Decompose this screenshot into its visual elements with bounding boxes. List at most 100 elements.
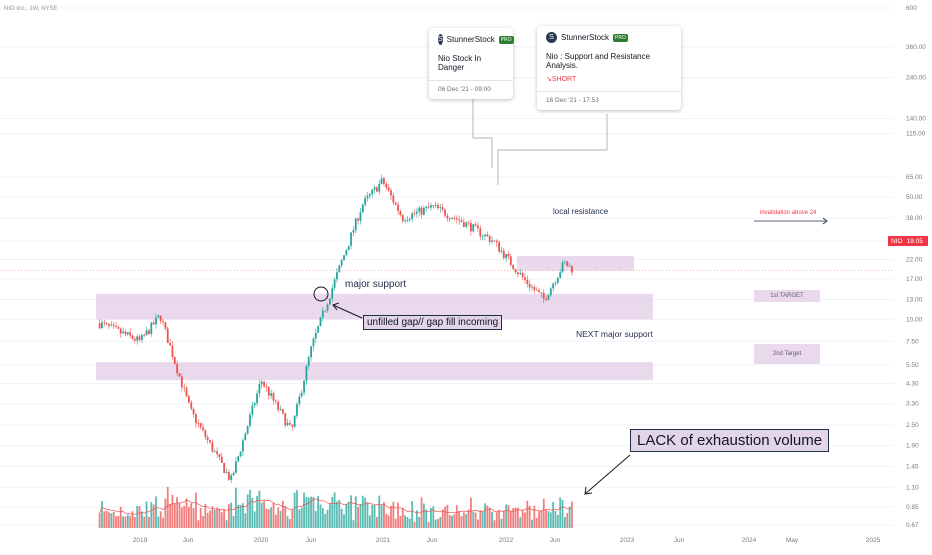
- idea-card-1[interactable]: S StunnerStock PRO Nio Stock In Danger 0…: [429, 28, 514, 99]
- y-tick-label: 360.00: [906, 44, 926, 51]
- candle-body: [554, 282, 557, 284]
- candle-body: [331, 287, 334, 299]
- volume-bar: [413, 521, 416, 528]
- volume-bar: [448, 515, 451, 528]
- candle-body: [432, 205, 435, 207]
- candle-body: [524, 277, 526, 280]
- volume-bar: [183, 505, 186, 528]
- y-tick-label: 140.00: [906, 116, 926, 123]
- x-tick-label: Jun: [674, 537, 685, 544]
- candle-body: [249, 414, 251, 426]
- volume-bar: [538, 511, 540, 528]
- volume-bar: [451, 515, 453, 528]
- y-tick-label: 600: [906, 5, 917, 12]
- volume-bar: [385, 513, 388, 528]
- candle-body: [195, 414, 197, 424]
- x-tick-label: 2019: [133, 537, 148, 544]
- volume-bar: [524, 512, 526, 528]
- candle-body: [446, 215, 449, 219]
- candle-body: [521, 272, 524, 278]
- candle-body: [209, 440, 211, 443]
- candle-body: [176, 363, 179, 374]
- volume-bar: [336, 501, 338, 528]
- x-tick-label: May: [786, 537, 799, 544]
- volume-bar: [199, 507, 202, 528]
- x-tick-label: Jun: [183, 537, 194, 544]
- volume-bar: [399, 515, 402, 528]
- volume-bar: [119, 506, 122, 528]
- volume-bar: [256, 496, 258, 528]
- volume-bar: [458, 510, 461, 528]
- candle-body: [545, 298, 547, 300]
- candle-body: [277, 401, 280, 410]
- candle-body: [155, 317, 157, 325]
- volume-bar: [331, 496, 334, 528]
- candle-body: [359, 212, 362, 221]
- symbol-header: NIO Inc., 1W, NYSE: [4, 6, 58, 12]
- candle-body: [423, 208, 425, 215]
- volume-bar: [206, 512, 209, 528]
- candle-body: [303, 380, 305, 393]
- candle-body: [117, 326, 120, 329]
- idea-card-2[interactable]: S StunnerStock PRO Nio : Support and Res…: [537, 26, 681, 110]
- candle-body: [227, 472, 230, 480]
- candle-body: [305, 365, 308, 381]
- unfilled-gap-callout: unfilled gap// gap fill incoming: [363, 315, 503, 330]
- candle-body: [225, 472, 228, 473]
- volume-bar: [481, 511, 484, 528]
- candle-body: [190, 402, 193, 409]
- candle-body: [188, 396, 190, 403]
- candle-body: [406, 219, 409, 221]
- volume-arrowhead: [584, 486, 593, 495]
- volume-bar: [564, 517, 566, 528]
- volume-bar: [547, 511, 550, 528]
- volume-bar: [223, 509, 226, 528]
- candle-body: [477, 225, 479, 229]
- candle-body: [538, 290, 540, 293]
- candle-body: [470, 223, 472, 232]
- volume-bar: [307, 497, 310, 528]
- candle-body: [571, 265, 573, 273]
- candle-body: [568, 265, 571, 267]
- volume-bar: [159, 511, 162, 528]
- volume-bar: [345, 504, 348, 528]
- invalidation-arrowhead: [822, 217, 828, 225]
- volume-bar: [112, 511, 115, 528]
- volume-bar: [368, 515, 371, 528]
- volume-bar: [493, 520, 496, 528]
- idea-title[interactable]: Nio Stock In Danger: [438, 54, 482, 72]
- volume-bar: [169, 503, 171, 528]
- idea-title[interactable]: Nio : Support and Resistance Analysis.: [546, 52, 651, 70]
- volume-arrow: [584, 454, 631, 495]
- candle-body: [326, 304, 329, 311]
- volume-bar: [552, 501, 555, 528]
- volume-bar: [171, 494, 174, 528]
- candle-body: [345, 250, 348, 256]
- idea-1-leader: [472, 97, 493, 168]
- volume-bar: [517, 507, 519, 528]
- volume-bar: [286, 516, 289, 528]
- volume-bar: [108, 512, 110, 528]
- volume-bar: [549, 512, 552, 528]
- volume-bar: [521, 510, 524, 528]
- candle-body: [564, 261, 566, 263]
- volume-bar: [178, 502, 181, 528]
- volume-bar: [343, 514, 345, 528]
- volume-bar: [145, 501, 148, 528]
- candle-body: [131, 335, 134, 339]
- candle-body: [218, 453, 221, 457]
- candle-body: [439, 207, 442, 209]
- candle-body: [310, 346, 312, 358]
- volume-bar: [418, 517, 421, 528]
- candle-body: [220, 456, 223, 463]
- volume-bar: [519, 517, 522, 528]
- volume-bar: [253, 511, 256, 528]
- gap-arrow: [332, 304, 363, 319]
- volume-bar: [427, 522, 430, 528]
- x-tick-label: Jun: [550, 537, 561, 544]
- candle-body: [408, 218, 411, 220]
- volume-bar: [340, 508, 343, 528]
- candle-body: [232, 472, 235, 476]
- candle-body: [488, 236, 491, 242]
- volume-bar: [101, 501, 103, 528]
